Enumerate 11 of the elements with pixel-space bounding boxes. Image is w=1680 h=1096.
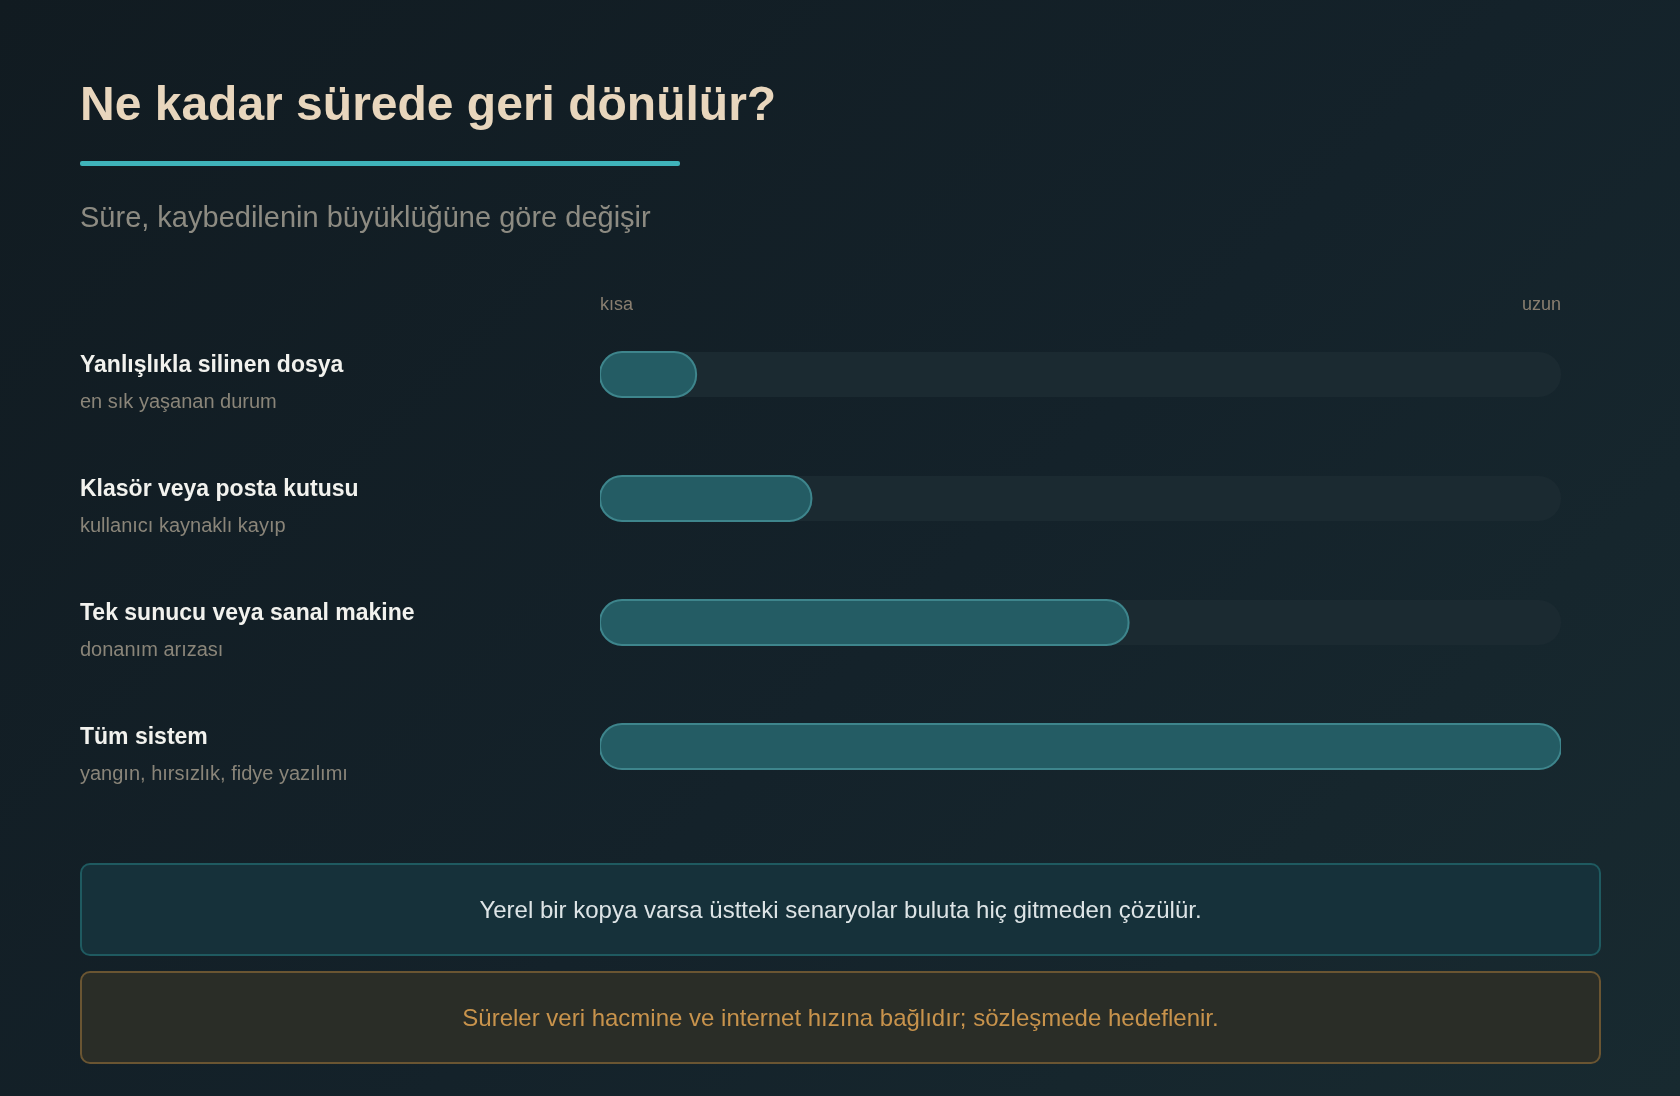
- y-tick-label: Klasör veya posta kutusu kullanıcı kaynaklı kayıp: [80, 475, 359, 536]
- text: Süre, kaybedilenin büyüklüğüne göre değişir: [80, 200, 651, 234]
- text: uzun: [1521, 293, 1561, 315]
- chart-title: Ne kadar sürede geri dönülür?: [80, 76, 777, 132]
- y-tick-label: Yanlışlıkla silinen dosya en sık yaşanan durum: [80, 351, 344, 412]
- note-box: Yerel bir kopya varsa üstteki senaryolar buluta hiç gitmeden çözülür.: [80, 863, 1601, 956]
- bar: [600, 475, 813, 522]
- y-tick-label: Tek sunucu veya sanal makine donanım arızası: [80, 599, 415, 660]
- text: kısa: [600, 293, 634, 315]
- note-box: Süreler veri hacmine ve internet hızına bağlıdır; sözleşmede hedeflenir.: [80, 971, 1601, 1064]
- y-tick-label: Tüm sistem yangın, hırsızlık, fidye yazılımı: [80, 723, 348, 784]
